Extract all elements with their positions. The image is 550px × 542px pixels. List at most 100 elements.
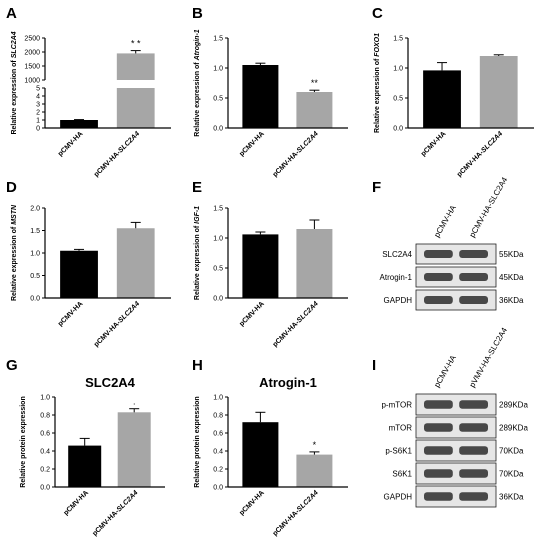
blot-band bbox=[424, 423, 453, 432]
y-axis-label: Relative expression of SLC2A4 bbox=[11, 31, 18, 134]
y-axis-label: Relative expression of Atrogin-1 bbox=[194, 29, 201, 136]
blot-strip bbox=[415, 266, 497, 288]
y-axis-label-gene: MSTN bbox=[11, 204, 18, 225]
x-tick-label-gene: SLC2A4 bbox=[480, 130, 504, 154]
protein-label: GAPDH bbox=[384, 493, 413, 502]
y-tick-label: 1.0 bbox=[213, 395, 223, 402]
panel-letter-d: D bbox=[6, 179, 17, 196]
y-tick-label: 1.0 bbox=[213, 236, 223, 243]
y-tick-label: 5 bbox=[36, 86, 40, 93]
x-tick-label: pCMV-HA-SLC2A4 bbox=[93, 300, 141, 348]
y-tick-label: 0 bbox=[36, 126, 40, 133]
y-tick-label: 0.5 bbox=[213, 266, 223, 273]
bar bbox=[423, 70, 461, 128]
bar bbox=[60, 250, 98, 298]
x-tick-label-prefix: pCMV-HA bbox=[57, 300, 84, 327]
bar-upper bbox=[116, 53, 155, 80]
x-tick-label: pCMV-HA-SLC2A4 bbox=[456, 130, 504, 178]
bar-lower bbox=[116, 88, 155, 128]
blot-band bbox=[424, 446, 453, 455]
bar bbox=[242, 234, 279, 298]
x-tick-label-prefix: pCMV-HA- bbox=[93, 319, 123, 349]
blot-strip bbox=[415, 439, 497, 462]
x-tick-label-prefix: pCMV-HA- bbox=[272, 319, 302, 349]
x-tick-label-gene: SLC2A4 bbox=[116, 489, 140, 513]
y-tick-label: 1500 bbox=[24, 64, 40, 71]
x-tick-label-gene: SLC2A4 bbox=[296, 489, 320, 513]
x-tick-label: pCMV-HA bbox=[238, 130, 265, 157]
y-tick-label: 4 bbox=[36, 94, 40, 101]
significance-mark: * bbox=[313, 440, 317, 450]
y-tick-label: 3 bbox=[36, 102, 40, 109]
x-tick-label: pCMV-HA bbox=[238, 489, 265, 516]
western-blots: pCMV-HA pCMV-HA-SLC2A4 SLC2A4 55KDa Atrogin-… bbox=[380, 175, 528, 508]
y-tick-label: 0.5 bbox=[30, 273, 40, 280]
y-tick-label: 0.6 bbox=[213, 431, 223, 438]
blot-band bbox=[459, 423, 488, 432]
blot-band bbox=[424, 250, 453, 258]
blot-strip bbox=[415, 393, 497, 416]
x-tick-label-gene: SLC2A4 bbox=[117, 130, 141, 154]
blot-band bbox=[424, 469, 453, 478]
y-tick-label: 0.2 bbox=[40, 467, 50, 474]
blot-strip bbox=[415, 416, 497, 439]
band-size-label: 289KDa bbox=[499, 401, 528, 410]
blot-band bbox=[459, 492, 488, 501]
y-tick-label: 2000 bbox=[24, 50, 40, 57]
y-tick-label: 1.5 bbox=[213, 206, 223, 213]
bar bbox=[117, 412, 151, 487]
band-size-label: 36KDa bbox=[499, 493, 524, 502]
y-tick-label: 0.0 bbox=[213, 485, 223, 492]
y-axis-label-text: Relative protein expression bbox=[194, 396, 201, 487]
blot-band bbox=[459, 250, 488, 258]
lane-label: pCMV-HA bbox=[432, 353, 458, 389]
y-tick-label: 0.5 bbox=[393, 96, 403, 103]
x-tick-label: pCMV-HA-SLC2A4 bbox=[272, 130, 320, 178]
y-axis-label: Relative expression of FOXO1 bbox=[374, 33, 381, 133]
band-size-label: 289KDa bbox=[499, 424, 528, 433]
y-tick-label: 1.5 bbox=[30, 228, 40, 235]
band-size-label: 55KDa bbox=[499, 250, 524, 259]
lane-label: pVMV-HA-SLC2A4 bbox=[468, 325, 510, 389]
lane-label: pCMV-HA bbox=[432, 203, 458, 239]
y-axis-label: Relative expression of MSTN bbox=[11, 204, 18, 301]
y-tick-label: 0.2 bbox=[213, 467, 223, 474]
y-tick-label: 0.4 bbox=[40, 449, 50, 456]
y-axis-label-text: Relative expression of bbox=[374, 57, 381, 133]
y-tick-label: 0.6 bbox=[40, 431, 50, 438]
x-tick-label-prefix: pCMV-HA bbox=[420, 130, 447, 157]
bar bbox=[116, 228, 155, 298]
protein-label: Atrogin-1 bbox=[380, 273, 413, 282]
chart-e: 0.0 0.5 1.0 1.5 pCMV-HA pCMV-HA-SLC2A4 Relativ… bbox=[194, 206, 348, 349]
y-tick-label: 1.0 bbox=[213, 66, 223, 73]
bar bbox=[242, 422, 279, 487]
y-axis-label: Relative protein expression bbox=[20, 396, 27, 487]
y-axis-label: Relative protein expression bbox=[194, 396, 201, 487]
x-tick-label-prefix: pCMV-HA- bbox=[93, 149, 123, 179]
protein-label: p-S6K1 bbox=[385, 447, 412, 456]
x-tick-label-prefix: pCMV-HA- bbox=[456, 149, 486, 179]
significance-mark: ** bbox=[311, 78, 319, 88]
blot-strip bbox=[415, 289, 497, 311]
blot-i: pCMV-HA pVMV-HA-SLC2A4 p-mTOR 289KDa mTOR 289… bbox=[381, 325, 528, 508]
protein-label: GAPDH bbox=[384, 296, 413, 305]
band-size-label: 70KDa bbox=[499, 470, 524, 479]
x-tick-label-prefix: pCMV-HA- bbox=[91, 508, 121, 538]
y-axis-label-text: Relative expression of bbox=[194, 224, 201, 300]
y-axis-label-gene: FOXO1 bbox=[374, 33, 381, 57]
protein-label: SLC2A4 bbox=[382, 250, 412, 259]
chart-title: Atrogin-1 bbox=[259, 375, 317, 390]
bar bbox=[60, 120, 98, 128]
chart-h: 0.0 0.2 0.4 0.6 0.8 1.0 * pCMV-HA pCMV-HA-SLC2A4… bbox=[194, 375, 348, 538]
blot-band bbox=[459, 400, 488, 409]
panel-letter-h: H bbox=[192, 357, 203, 374]
y-axis-label-gene: Atrogin-1 bbox=[194, 29, 201, 61]
y-tick-label: 1.5 bbox=[393, 36, 403, 43]
significance-mark: . bbox=[133, 397, 136, 407]
x-tick-label: pCMV-HA-SLC2A4 bbox=[91, 489, 139, 537]
x-tick-label-gene: SLC2A4 bbox=[117, 300, 141, 324]
panel-letter-e: E bbox=[192, 179, 202, 196]
panel-letter-f: F bbox=[372, 179, 381, 196]
y-tick-label: 0.8 bbox=[40, 413, 50, 420]
